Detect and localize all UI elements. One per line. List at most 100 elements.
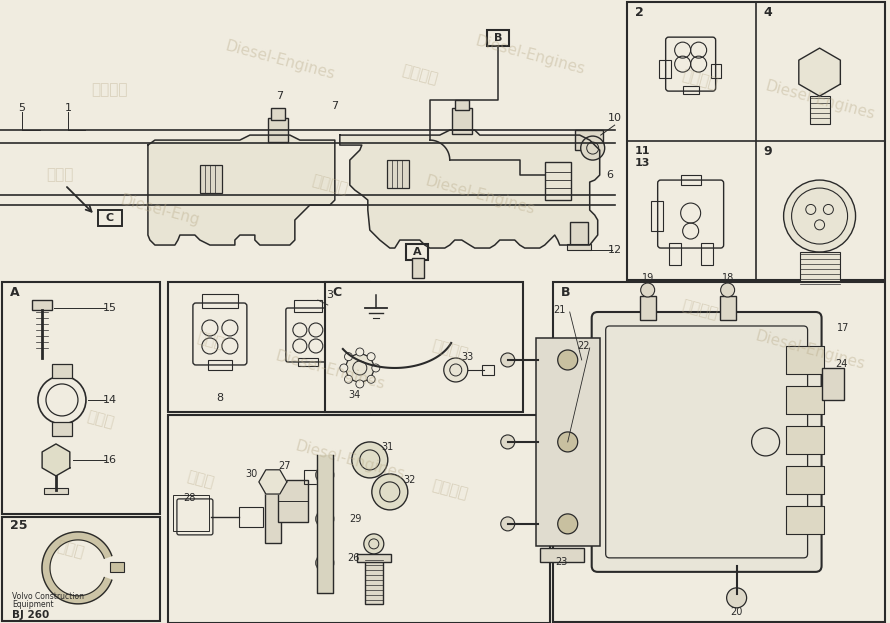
- Text: 紫发动力: 紫发动力: [680, 68, 719, 92]
- Bar: [786, 506, 823, 534]
- Text: 3: 3: [327, 290, 334, 300]
- Bar: [786, 386, 823, 414]
- Bar: [239, 507, 263, 527]
- Text: Equipment: Equipment: [12, 600, 53, 609]
- Bar: [325, 282, 522, 412]
- Bar: [268, 118, 287, 142]
- Circle shape: [444, 358, 468, 382]
- Text: 15: 15: [103, 303, 117, 313]
- Bar: [265, 478, 281, 543]
- Text: Diesel-Engines: Diesel-Engines: [293, 438, 407, 482]
- Circle shape: [580, 136, 604, 160]
- Text: C: C: [106, 213, 114, 223]
- Bar: [786, 506, 823, 534]
- Text: 6: 6: [606, 170, 613, 180]
- Bar: [539, 548, 584, 562]
- Bar: [821, 368, 844, 400]
- Polygon shape: [259, 470, 287, 494]
- Text: 紫发动力: 紫发动力: [430, 338, 469, 362]
- Text: BJ 260: BJ 260: [12, 610, 49, 620]
- Circle shape: [501, 353, 514, 367]
- Bar: [387, 160, 409, 188]
- Bar: [545, 162, 570, 200]
- Bar: [681, 175, 700, 185]
- Bar: [786, 346, 823, 374]
- Circle shape: [372, 474, 408, 510]
- Text: 紫发动力: 紫发动力: [400, 63, 440, 87]
- Bar: [668, 243, 681, 265]
- Circle shape: [368, 353, 375, 361]
- Text: 紫发动力: 紫发动力: [92, 83, 128, 98]
- Bar: [799, 252, 839, 290]
- Bar: [720, 296, 736, 320]
- Bar: [700, 243, 713, 265]
- Polygon shape: [340, 130, 600, 248]
- Bar: [575, 130, 603, 150]
- Text: 紫发动: 紫发动: [195, 329, 225, 351]
- Bar: [786, 386, 823, 414]
- Bar: [32, 300, 52, 310]
- Text: A: A: [10, 285, 20, 298]
- Circle shape: [558, 514, 578, 534]
- Bar: [278, 480, 308, 522]
- Text: 17: 17: [837, 323, 850, 333]
- Bar: [481, 365, 494, 375]
- Text: 23: 23: [555, 557, 568, 567]
- Bar: [298, 358, 318, 366]
- Text: 紫发动: 紫发动: [85, 409, 115, 430]
- Bar: [710, 64, 721, 78]
- Bar: [786, 466, 823, 494]
- Text: 19: 19: [642, 273, 654, 283]
- Text: 28: 28: [183, 493, 196, 503]
- Bar: [98, 210, 122, 226]
- Text: 30: 30: [246, 469, 258, 479]
- Circle shape: [372, 364, 380, 372]
- Bar: [487, 30, 509, 46]
- Text: 8: 8: [216, 393, 223, 403]
- Bar: [294, 300, 322, 312]
- Bar: [651, 201, 663, 231]
- Bar: [683, 86, 699, 94]
- Circle shape: [368, 375, 375, 383]
- Circle shape: [316, 466, 334, 484]
- Bar: [44, 488, 68, 494]
- Text: B: B: [494, 33, 502, 43]
- Text: 紫发动: 紫发动: [185, 469, 215, 491]
- Text: 21: 21: [554, 305, 566, 315]
- Bar: [168, 415, 550, 623]
- Text: 33: 33: [462, 352, 473, 362]
- Bar: [168, 282, 370, 412]
- Text: 7: 7: [276, 91, 283, 101]
- Text: 32: 32: [403, 475, 416, 485]
- Bar: [627, 2, 885, 280]
- Text: 22: 22: [578, 341, 590, 351]
- Circle shape: [316, 510, 334, 528]
- Bar: [173, 495, 209, 531]
- FancyBboxPatch shape: [592, 312, 821, 572]
- Text: 20: 20: [731, 607, 743, 617]
- Text: 4: 4: [764, 6, 773, 19]
- Circle shape: [344, 375, 352, 383]
- Bar: [786, 346, 823, 374]
- Text: 26: 26: [348, 553, 360, 563]
- Bar: [786, 466, 823, 494]
- Bar: [786, 426, 823, 454]
- Circle shape: [340, 364, 348, 372]
- Polygon shape: [317, 455, 333, 593]
- Text: 27: 27: [279, 461, 291, 471]
- Text: 紫发动力: 紫发动力: [430, 478, 469, 502]
- Bar: [567, 244, 591, 250]
- Text: Diesel-Engines: Diesel-Engines: [763, 78, 876, 122]
- Circle shape: [356, 348, 364, 356]
- Text: 25: 25: [10, 520, 28, 533]
- Text: 7: 7: [331, 101, 338, 111]
- Text: Volvo Construction: Volvo Construction: [12, 592, 84, 601]
- Bar: [200, 165, 222, 193]
- Text: 紫发动力: 紫发动力: [680, 298, 719, 322]
- Circle shape: [726, 588, 747, 608]
- Bar: [570, 222, 587, 246]
- Text: Diesel-Engines: Diesel-Engines: [273, 348, 386, 392]
- Bar: [659, 60, 671, 78]
- Text: 31: 31: [382, 442, 394, 452]
- Bar: [303, 470, 322, 484]
